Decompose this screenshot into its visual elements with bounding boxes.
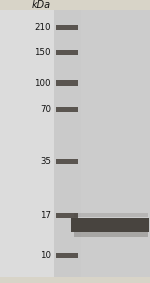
Bar — [56, 25, 78, 30]
Bar — [56, 107, 78, 112]
Text: 210: 210 — [34, 23, 51, 32]
Text: 10: 10 — [40, 251, 51, 260]
Text: 35: 35 — [40, 157, 51, 166]
Bar — [56, 50, 78, 55]
Bar — [70, 218, 148, 232]
Bar — [56, 80, 78, 85]
Bar — [74, 232, 148, 237]
Text: 70: 70 — [40, 105, 51, 114]
Bar — [56, 253, 78, 258]
Text: kDa: kDa — [32, 0, 51, 10]
Bar — [74, 213, 148, 217]
Text: 17: 17 — [40, 211, 51, 220]
Bar — [56, 159, 78, 164]
Bar — [56, 213, 78, 218]
Text: 100: 100 — [34, 78, 51, 87]
Text: 150: 150 — [34, 48, 51, 57]
